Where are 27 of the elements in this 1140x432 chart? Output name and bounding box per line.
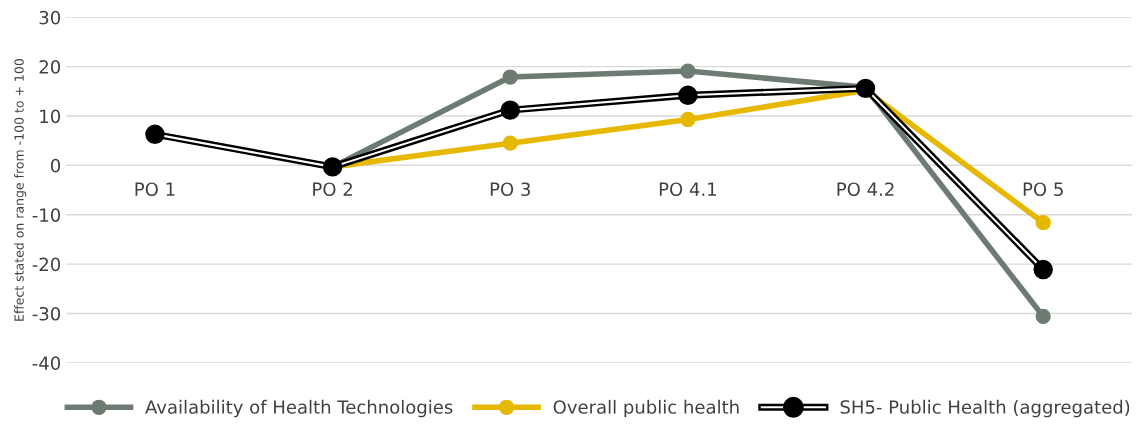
y-tick-label: -10 (32, 208, 61, 222)
y-axis-title: Effect stated on range from -100 to + 100 (14, 59, 27, 321)
point (680, 63, 696, 79)
y-tick-label: -30 (32, 306, 61, 321)
y-tick-label: -20 (32, 257, 61, 272)
point (502, 135, 518, 151)
y-tick-label: 20 (39, 60, 61, 74)
point (1035, 308, 1051, 325)
y-tick-label: 30 (39, 10, 61, 25)
point (502, 69, 518, 85)
point (1033, 259, 1053, 280)
x-tick-label: PO 2 (313, 182, 352, 197)
y-tick-label: -40 (32, 356, 61, 370)
x-tick-label: PO 4.2 (837, 182, 894, 197)
x-tick-label: PO 5 (1023, 182, 1063, 197)
x-tick-label: PO 1 (135, 182, 175, 197)
legend-label: Overall public health (553, 399, 739, 418)
point (678, 85, 698, 106)
legend-label: SH5- Public Health (aggregated) (840, 399, 1130, 418)
y-tick-label: 0 (50, 158, 61, 173)
point (500, 100, 520, 120)
point (1035, 215, 1051, 231)
x-tick-label: PO 3 (490, 182, 530, 197)
legend-label: Availability of Health Technologies (145, 399, 453, 418)
point (680, 111, 696, 128)
y-tick-label: 10 (40, 109, 61, 124)
x-tick-label: PO 4.1 (659, 182, 717, 197)
